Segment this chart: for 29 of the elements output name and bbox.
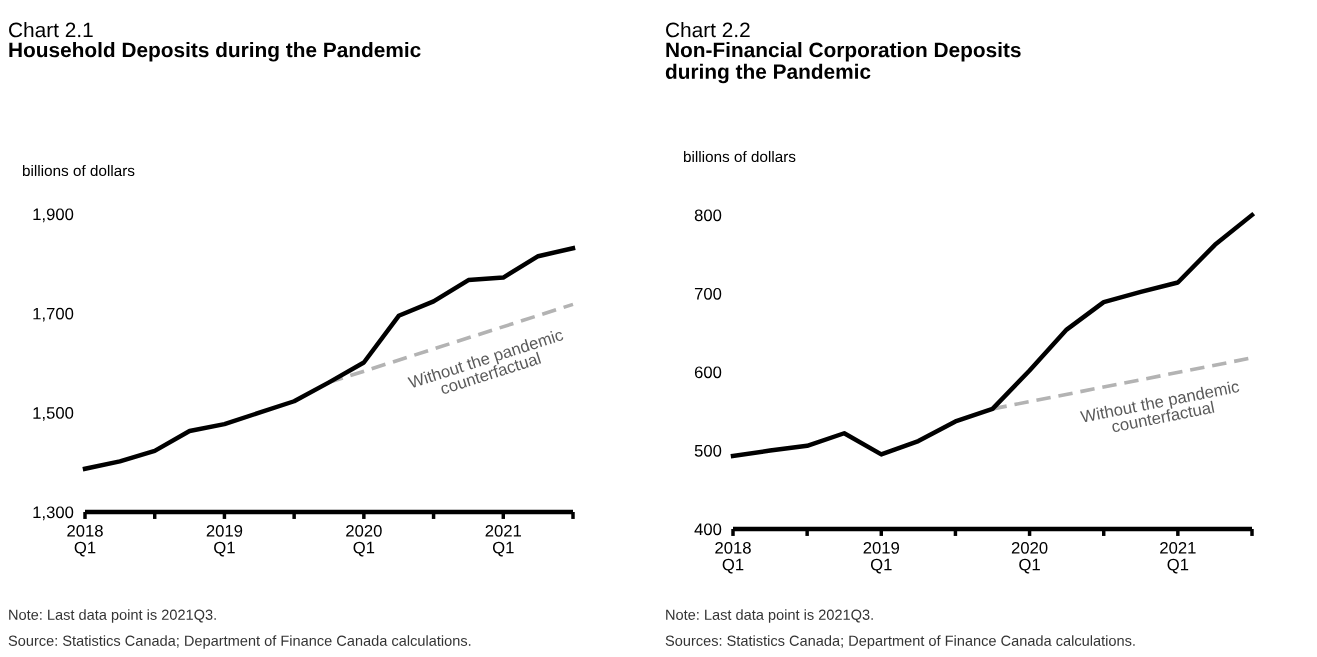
text: Note: Last data point is 2021Q3. [666, 609, 873, 623]
x-tick-label: 2021 Q1 [485, 524, 522, 557]
line-series [730, 212, 1255, 459]
y-tick-label: 800 [694, 209, 722, 222]
x-tick-label: 2020 Q1 [346, 524, 382, 557]
text: Note: Last data point is 2021Q3. [9, 609, 216, 623]
source-note: Sources: Statistics Canada; Department of Finance Canada calculations. [665, 635, 1135, 649]
y-tick-label: 700 [694, 287, 722, 300]
chart-subtitle: Chart 2.2 [666, 22, 750, 38]
y-tick-label: 500 [694, 444, 722, 457]
y-axis-title: billions of dollars [683, 150, 796, 163]
x-tick-label: 2021 Q1 [1160, 541, 1196, 574]
x-tick-label: 2020 Q1 [1011, 541, 1048, 574]
chart-title: Household Deposits during the Pandemic [9, 42, 421, 62]
x-tick-label: 2019 Q1 [863, 541, 900, 574]
y-tick-label: 1,300 [33, 506, 74, 521]
x-tick-label: 2018 Q1 [67, 524, 103, 557]
y-tick-label: 600 [694, 366, 722, 379]
line-series [82, 246, 576, 472]
chart-subtitle: Chart 2.1 [9, 22, 93, 38]
x-tick-label: 2018 Q1 [715, 541, 751, 574]
x-tick-label: 2019 Q1 [206, 524, 243, 557]
y-axis-title: billions of dollars [22, 164, 135, 177]
y-tick-label: 400 [694, 523, 722, 536]
y-tick-label: 1,500 [33, 407, 74, 421]
source-note: Source: Statistics Canada; Department of Finance Canada calculations. [8, 635, 471, 649]
y-tick-label: 1,700 [33, 307, 74, 322]
y-tick-label: 1,900 [33, 208, 74, 223]
chart-title: Non-Financial Corporation Deposits during the Pandemic [665, 42, 1021, 84]
